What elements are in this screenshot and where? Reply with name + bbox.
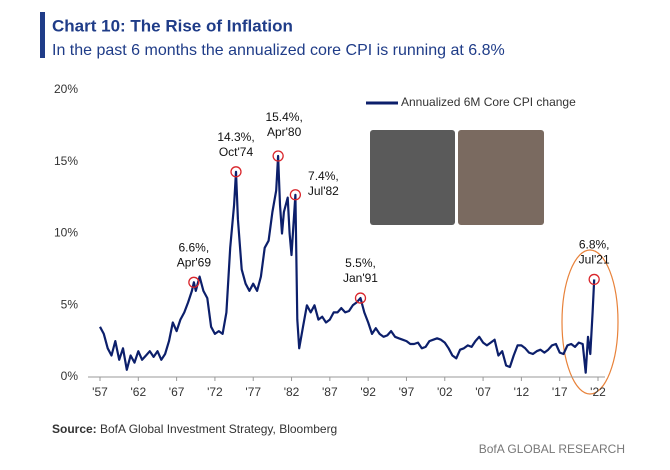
annotation-label: 6.8%, xyxy=(579,238,610,252)
y-tick-label: 15% xyxy=(54,154,78,168)
y-tick-label: 5% xyxy=(61,297,79,311)
chart-title: Chart 10: The Rise of Inflation xyxy=(52,16,293,35)
x-tick-label: '67 xyxy=(169,385,185,399)
annotation-date: Apr'69 xyxy=(177,255,212,269)
x-tick-label: '07 xyxy=(475,385,491,399)
annotation-date: Jan'91 xyxy=(343,271,378,285)
x-tick-label: '87 xyxy=(322,385,338,399)
photo xyxy=(458,130,544,225)
x-tick-label: '92 xyxy=(360,385,376,399)
y-tick-label: 0% xyxy=(61,369,79,383)
legend-label: Annualized 6M Core CPI change xyxy=(401,95,576,109)
x-tick-label: '77 xyxy=(245,385,261,399)
x-tick-label: '22 xyxy=(590,385,606,399)
y-tick-label: 20% xyxy=(54,82,78,96)
photo xyxy=(370,130,455,225)
x-tick-label: '57 xyxy=(92,385,108,399)
x-tick-label: '72 xyxy=(207,385,223,399)
footer: BofA GLOBAL RESEARCH xyxy=(479,442,625,456)
x-tick-label: '82 xyxy=(284,385,300,399)
y-tick-label: 10% xyxy=(54,226,78,240)
annotation-label: 6.6%, xyxy=(179,240,210,254)
annotation-marker xyxy=(230,166,242,178)
annotation-label: 7.4%, xyxy=(308,169,339,183)
source-label: Source: xyxy=(52,422,97,436)
annotation-label: 15.4%, xyxy=(265,110,302,124)
title-bar xyxy=(40,12,45,58)
annotation-date: Jul'21 xyxy=(579,253,610,267)
x-tick-label: '12 xyxy=(514,385,530,399)
annotation-label: 14.3%, xyxy=(217,130,254,144)
x-tick-label: '02 xyxy=(437,385,453,399)
x-tick-label: '62 xyxy=(130,385,146,399)
source: BofA Global Investment Strategy, Bloombe… xyxy=(100,422,337,436)
chart-subtitle: In the past 6 months the annualized core… xyxy=(52,42,505,59)
annotation-marker xyxy=(188,276,200,288)
annotation-marker xyxy=(272,150,284,162)
x-tick-label: '17 xyxy=(552,385,568,399)
highlight-ellipse xyxy=(561,249,619,395)
annotation-date: Oct'74 xyxy=(219,145,254,159)
x-tick-label: '97 xyxy=(399,385,415,399)
annotation-label: 5.5%, xyxy=(345,256,376,270)
annotation-date: Jul'82 xyxy=(308,184,339,198)
line xyxy=(99,154,596,374)
annotation-marker xyxy=(289,189,302,201)
annotation-date: Apr'80 xyxy=(267,125,302,139)
annotation-marker xyxy=(588,273,600,286)
annotation-marker xyxy=(354,292,367,304)
